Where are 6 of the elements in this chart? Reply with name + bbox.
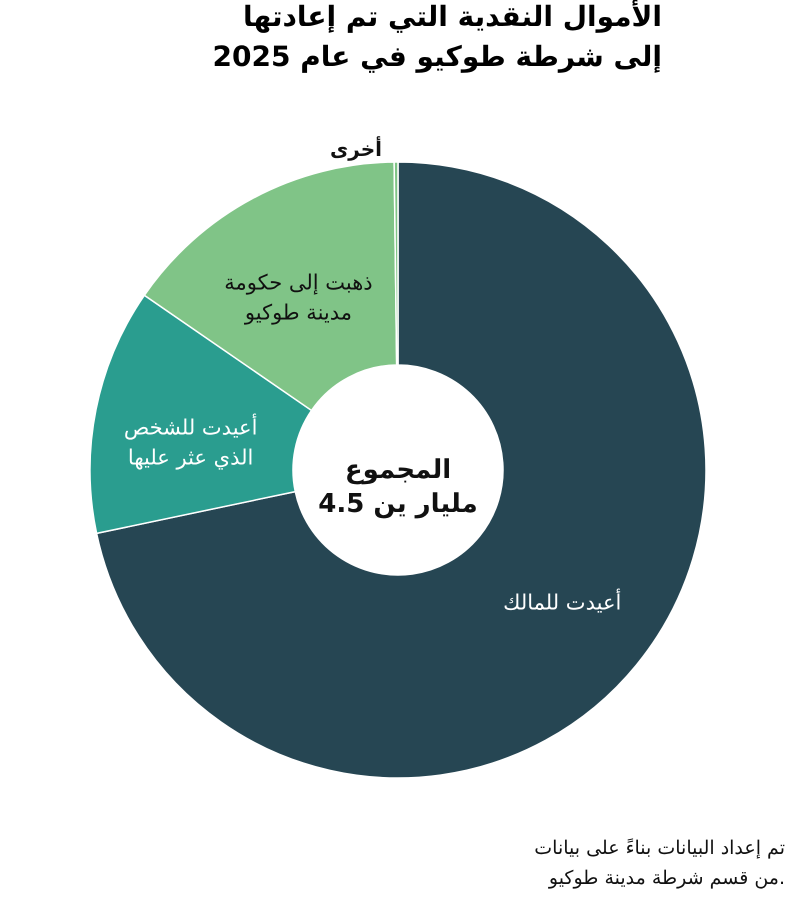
slice-label: أخرى <box>330 136 382 162</box>
text: تم إعداد البيانات بناءً على بيانات من قسم شرطة مدينة طوكيو. <box>534 837 785 889</box>
slice-label: ذهبت إلى حكومة مدينة طوكيو <box>224 270 373 326</box>
slice-label: أعيدت للشخص الذي عثر عليها <box>124 413 258 470</box>
text: المجموع 4.5 مليار ين <box>318 455 478 519</box>
slice-label: أعيدت للمالك <box>503 588 622 614</box>
